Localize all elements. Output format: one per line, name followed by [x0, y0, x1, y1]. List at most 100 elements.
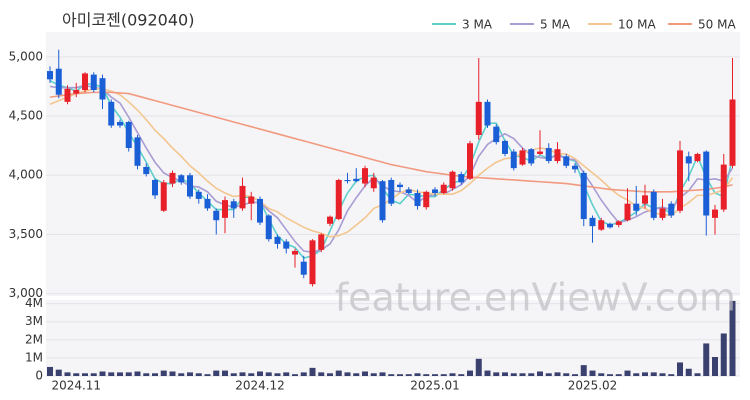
volume-bar: [309, 367, 316, 376]
candle: [493, 124, 500, 145]
candle-body: [432, 189, 438, 194]
candle-body: [423, 191, 430, 208]
candle-body: [598, 220, 605, 230]
candle-body: [117, 121, 123, 126]
candle: [729, 58, 736, 169]
candle-body: [187, 175, 193, 197]
candle-body: [467, 143, 473, 179]
candle: [143, 163, 150, 177]
candle: [458, 171, 465, 185]
volume-bar: [318, 372, 325, 376]
candle-body: [292, 251, 298, 255]
volume-bar: [55, 369, 62, 376]
candle: [178, 174, 185, 185]
volume-bar: [388, 374, 395, 376]
x-tick-label: 2024.12: [235, 379, 285, 393]
volume-bar: [292, 374, 298, 376]
x-tick-label: 2025.02: [568, 379, 618, 393]
candle: [283, 239, 290, 254]
candle-body: [213, 210, 220, 221]
volume-bar: [449, 373, 456, 376]
candle-body: [510, 151, 517, 169]
volume-bar: [633, 373, 640, 376]
candle: [248, 191, 255, 221]
candle: [589, 215, 596, 243]
candle-body: [152, 179, 158, 196]
candle-body: [694, 153, 701, 162]
candle: [265, 214, 272, 242]
volume-bar: [598, 373, 605, 376]
candle: [134, 134, 141, 170]
candle: [703, 150, 710, 236]
volume-bar: [467, 370, 473, 376]
candle-body: [230, 201, 237, 209]
volume-bar: [274, 373, 281, 376]
candle: [318, 233, 325, 253]
y2-tick-label: 0: [35, 369, 43, 383]
candle: [300, 255, 307, 279]
candle: [327, 215, 333, 227]
candle: [615, 220, 622, 228]
candle-body: [703, 151, 710, 216]
candle-body: [195, 191, 202, 199]
volume-bar: [265, 372, 272, 376]
y-tick-label: 3,500: [9, 227, 43, 241]
candle-body: [379, 181, 386, 221]
candle: [108, 99, 115, 128]
volume-bar: [47, 366, 53, 376]
candle: [720, 153, 727, 212]
volume-bar: [64, 372, 71, 376]
candle-body: [633, 203, 640, 211]
candle: [685, 151, 692, 182]
candle: [580, 170, 587, 227]
candle: [379, 179, 386, 223]
candle-body: [125, 121, 132, 149]
candle-body: [388, 179, 395, 204]
candle-body: [519, 150, 526, 165]
y2-tick-label: 3M: [25, 314, 43, 328]
volume-bar: [300, 372, 307, 376]
candle: [90, 72, 97, 93]
candle: [370, 172, 377, 192]
volume-bar: [554, 372, 561, 376]
volume-bar: [178, 373, 185, 376]
candle: [125, 120, 132, 152]
legend-label: 3 MA: [462, 18, 493, 32]
candle-body: [493, 126, 500, 143]
candle: [677, 140, 683, 214]
candle-body: [563, 156, 570, 166]
candle-body: [362, 168, 368, 184]
candle: [99, 74, 106, 109]
volume-bar: [624, 370, 631, 376]
candle: [160, 179, 167, 212]
candle-body: [475, 101, 482, 135]
volume-bar: [353, 373, 360, 376]
volume-bar: [694, 373, 701, 376]
volume-bar: [344, 372, 351, 376]
candle: [257, 196, 263, 225]
candle: [169, 170, 176, 188]
candle-body: [134, 137, 141, 166]
y2-tick-label: 2M: [25, 332, 43, 346]
candle: [554, 142, 561, 164]
volume-bar: [335, 370, 342, 376]
candle: [335, 178, 342, 221]
y-tick-label: 4,500: [9, 109, 43, 123]
volume-bar: [230, 373, 237, 376]
candle-body: [344, 179, 351, 182]
volume-bar: [370, 373, 377, 376]
volume-bar: [475, 358, 482, 376]
candle-body: [99, 78, 106, 100]
price-panel: [46, 32, 740, 296]
candle-body: [440, 184, 447, 194]
candle: [353, 168, 360, 183]
candle: [642, 184, 648, 209]
candle: [292, 248, 298, 268]
candle: [213, 208, 220, 235]
candle-body: [370, 177, 377, 189]
volume-bar: [677, 362, 683, 376]
volume-bar: [204, 374, 211, 376]
volume-bar: [458, 374, 465, 376]
volume-bar: [607, 374, 613, 376]
candle: [650, 189, 657, 221]
